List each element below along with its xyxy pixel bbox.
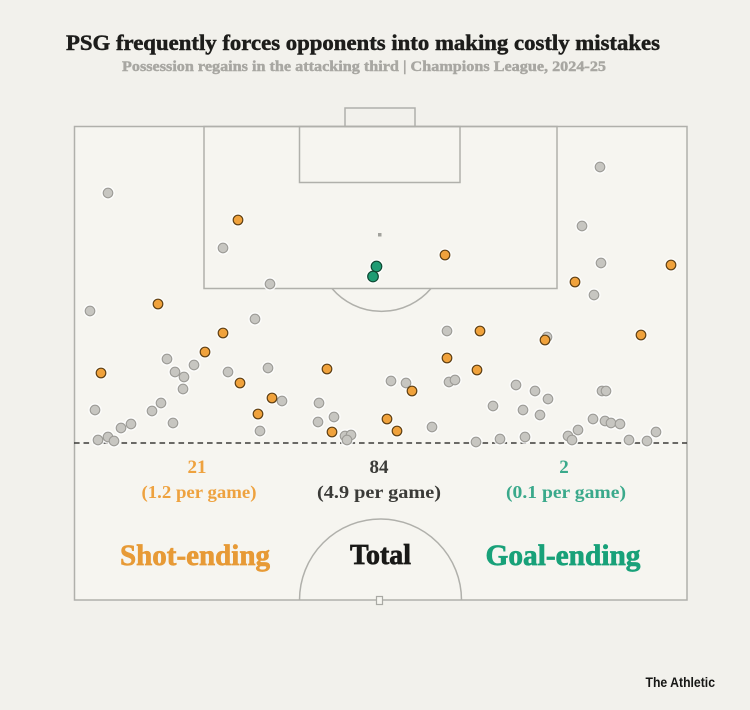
svg-text:PSG frequently forces opponent: PSG frequently forces opponents into mak… xyxy=(66,30,660,55)
svg-text:84: 84 xyxy=(370,457,390,478)
svg-text:(4.9 per game): (4.9 per game) xyxy=(317,482,441,503)
svg-text:Goal-ending: Goal-ending xyxy=(486,539,641,572)
svg-text:Shot-ending: Shot-ending xyxy=(120,539,270,572)
svg-text:The Athletic: The Athletic xyxy=(646,675,716,690)
svg-text:21: 21 xyxy=(188,457,207,478)
svg-text:(0.1 per game): (0.1 per game) xyxy=(506,482,626,503)
svg-text:Possession regains in the atta: Possession regains in the attacking thir… xyxy=(122,59,606,75)
svg-text:2: 2 xyxy=(559,457,569,478)
svg-text:(1.2 per game): (1.2 per game) xyxy=(142,482,257,503)
svg-text:Total: Total xyxy=(350,540,411,571)
